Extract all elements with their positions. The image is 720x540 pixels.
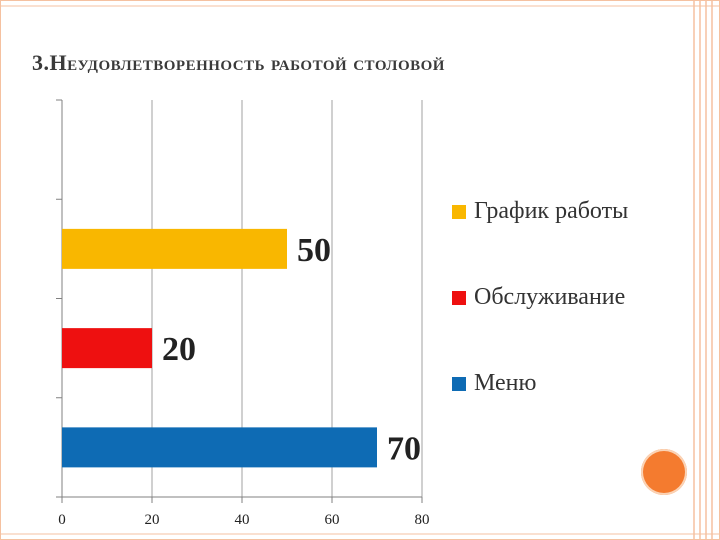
legend-label: График работы xyxy=(474,198,629,224)
legend-item: Меню xyxy=(452,370,536,397)
legend-label: Обслуживание xyxy=(474,284,626,310)
x-tick-label: 0 xyxy=(58,512,66,528)
page-title: 3.Неудовлетворенность работой столовой xyxy=(32,50,702,76)
x-tick-label: 20 xyxy=(145,512,160,528)
legend-item: График работы xyxy=(452,198,628,225)
legend-label: Меню xyxy=(474,370,537,396)
bar-1 xyxy=(62,228,287,269)
legend-swatch xyxy=(452,204,466,219)
page-title-text: 3.Неудовлетворенность работой столовой xyxy=(32,50,445,75)
data-label: 50 xyxy=(297,232,331,269)
legend-swatch xyxy=(452,290,466,305)
x-tick-label: 60 xyxy=(325,512,340,528)
data-label: 20 xyxy=(162,331,196,368)
x-tick-label: 80 xyxy=(415,512,430,528)
bar-3 xyxy=(62,427,377,468)
x-tick-label: 40 xyxy=(235,512,250,528)
legend-swatch xyxy=(452,376,466,391)
orange-circle-decoration xyxy=(641,449,687,495)
data-label: 70 xyxy=(387,430,421,467)
legend-item: Обслуживание xyxy=(452,284,625,311)
bar-2 xyxy=(62,328,152,369)
